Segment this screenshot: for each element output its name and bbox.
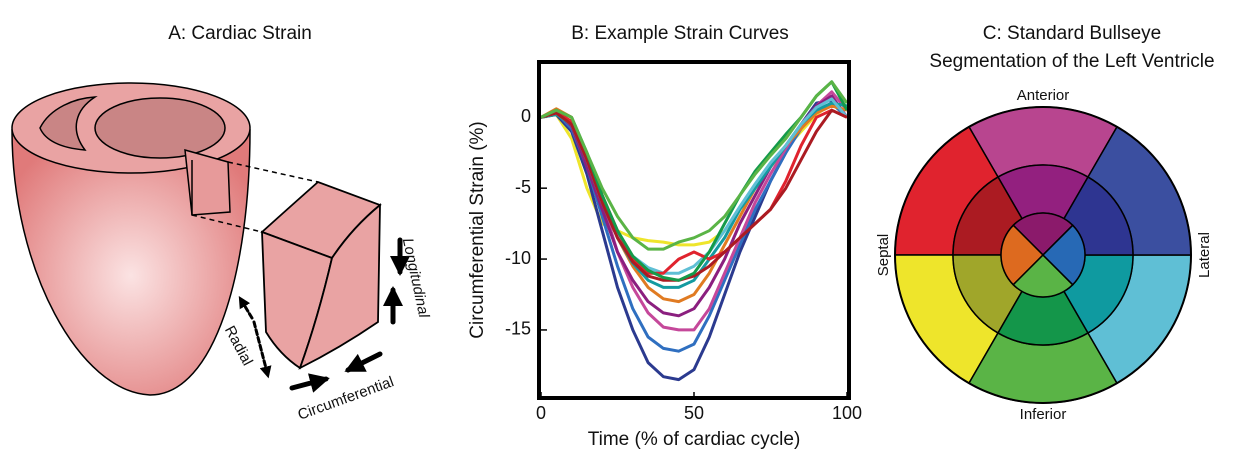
- x-axis-label: Time (% of cardiac cycle): [588, 429, 801, 450]
- segment: [1012, 212, 1074, 257]
- x-tick-label: 50: [684, 403, 704, 423]
- strain-curve: [540, 98, 849, 382]
- panel-title: C: Standard Bullseye: [983, 23, 1162, 44]
- y-tick-label: 0: [521, 106, 531, 126]
- strain-curve: [540, 80, 849, 251]
- y-tick-label: -10: [505, 248, 531, 268]
- region-label: Septal: [875, 234, 892, 277]
- y-axis-label: Circumferential Strain (%): [467, 121, 488, 339]
- tissue-block: [260, 180, 382, 370]
- axis-label: Radial: [221, 323, 256, 369]
- region-label: Lateral: [1196, 232, 1213, 278]
- x-tick-label: 0: [536, 403, 546, 423]
- outline: [894, 106, 1192, 404]
- heart-illustration: [11, 82, 251, 396]
- chart-title: B: Example Strain Curves: [571, 23, 789, 44]
- plot-frame: [537, 60, 851, 400]
- bullseye: [894, 106, 1192, 404]
- panel-title: A: Cardiac Strain: [168, 23, 312, 44]
- segment: [1000, 224, 1045, 286]
- region-label: Inferior: [1020, 406, 1067, 423]
- region-label: Anterior: [1017, 87, 1070, 104]
- projection-lines: [191, 161, 319, 233]
- strain-curve: [540, 101, 849, 353]
- y-tick-label: -5: [515, 177, 531, 197]
- segment: [1012, 253, 1074, 298]
- segment: [1041, 224, 1086, 286]
- strain-arrows: [238, 237, 410, 393]
- y-tick-label: -15: [505, 319, 531, 339]
- x-tick-label: 100: [832, 403, 862, 423]
- axis-label: Longitudinal: [399, 237, 433, 320]
- panel-title: Segmentation of the Left Ventricle: [929, 51, 1214, 72]
- plot-area: -15 -10 -5 0 0 50 100: [505, 60, 862, 423]
- strain-curve: [540, 108, 848, 282]
